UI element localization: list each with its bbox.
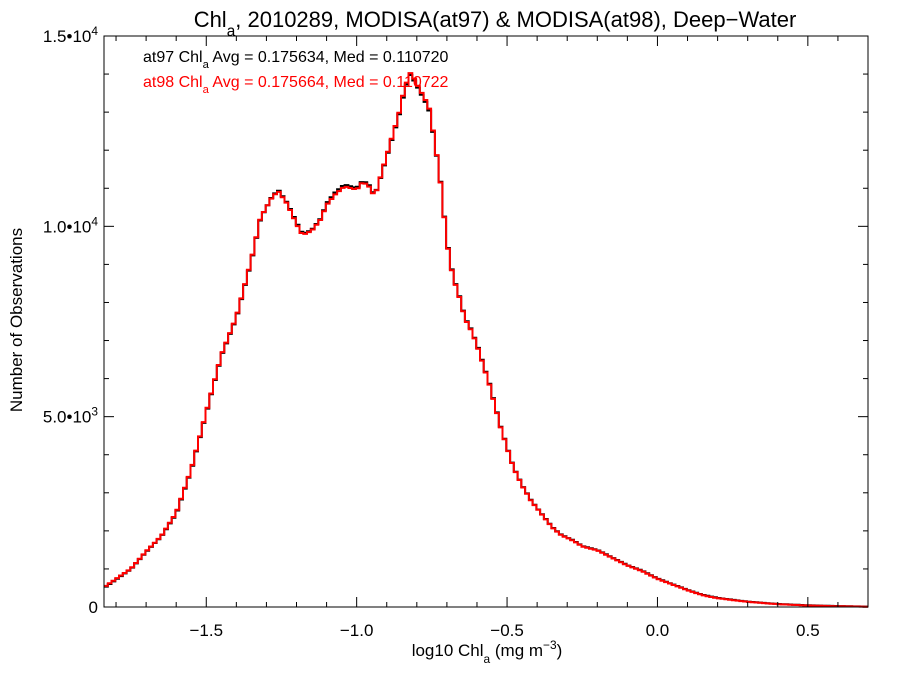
y-tick-label: 1.0•104 <box>43 214 99 236</box>
x-tick-label: −1.0 <box>340 621 374 640</box>
x-tick-label: 0.5 <box>796 621 820 640</box>
annotations-group: at97 Chla Avg = 0.175634, Med = 0.110720… <box>143 49 449 96</box>
x-tick-label: −0.5 <box>490 621 524 640</box>
series-line-at98 <box>104 72 868 608</box>
y-tick-label: 0 <box>89 598 98 617</box>
plot-series-group <box>104 72 868 608</box>
x-tick-label: −1.5 <box>189 621 223 640</box>
y-tick-label: 5.0•103 <box>43 405 99 427</box>
chart-title: Chla, 2010289, MODISA(at97) & MODISA(at9… <box>194 7 797 40</box>
x-tick-label: 0.0 <box>646 621 670 640</box>
x-axis-label: log10 Chla (mg m−3) <box>412 638 563 666</box>
plot-frame <box>103 35 869 608</box>
annotation-at97: at97 Chla Avg = 0.175634, Med = 0.110720 <box>143 49 449 71</box>
annotation-at98: at98 Chla Avg = 0.175664, Med = 0.110722 <box>143 74 449 96</box>
y-tick-label: 1.5•104 <box>43 24 99 46</box>
axis-ticks-group: −1.5 −1.0 −0.5 0.0 0.5 0 5.0•103 1.0•104 1.5•104 <box>43 24 869 640</box>
y-axis-label: Number of Observations <box>7 228 26 412</box>
